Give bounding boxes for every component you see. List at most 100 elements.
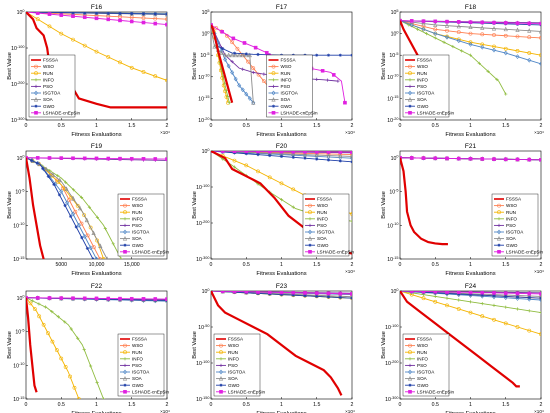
data-point-gwo — [232, 51, 237, 55]
data-point-gwo — [315, 294, 319, 298]
y-tick-label: 10-100 — [196, 184, 209, 191]
data-point-run — [68, 374, 72, 379]
data-point-info — [460, 49, 464, 53]
series-group — [400, 291, 541, 388]
legend-label-soa: SOA — [417, 376, 428, 381]
legend-marker-gwo — [308, 243, 312, 247]
data-point-run — [503, 46, 508, 51]
legend-label-lshade-cnepsin: LSHADE-cnEpSin — [417, 389, 454, 394]
legend-label-wso: WSO — [228, 343, 239, 348]
data-point-lshade-cnepsin — [35, 296, 40, 300]
data-point-lshade-cnepsin — [503, 157, 508, 162]
legend-label-gwo: GWO — [43, 104, 55, 109]
data-point-lshade-cnepsin — [94, 156, 99, 161]
data-point-lshade-cnepsin — [220, 151, 225, 153]
data-point-run — [503, 321, 508, 326]
series-line-fsssa — [400, 157, 448, 246]
data-point-wso — [433, 27, 438, 32]
x-tick-label: 2 — [351, 262, 354, 268]
data-point-lshade-cnepsin — [527, 21, 532, 26]
series-line-fsssa — [211, 291, 343, 396]
data-point-soa — [491, 25, 497, 31]
data-point-run — [59, 356, 64, 361]
data-point-info — [492, 303, 496, 307]
data-point-soa — [468, 24, 473, 30]
data-point-soa — [503, 26, 508, 32]
legend-label-isgtoa: ISGTOA — [417, 370, 435, 375]
data-point-run — [256, 169, 260, 174]
data-point-info — [515, 307, 520, 311]
data-point-info — [457, 298, 461, 302]
data-point-soa — [50, 172, 56, 177]
x-tick-label: 1.5 — [313, 262, 320, 268]
data-point-run — [244, 163, 249, 168]
data-point-lshade-cnepsin — [106, 296, 111, 301]
data-point-lshade-cnepsin — [94, 296, 99, 301]
data-point-soa — [349, 294, 352, 299]
data-point-run — [94, 49, 99, 54]
series-group — [211, 151, 352, 255]
data-point-run — [445, 303, 449, 308]
data-point-wso — [141, 16, 146, 20]
legend-label-info: INFO — [228, 356, 239, 361]
data-point-lshade-cnepsin — [492, 157, 496, 161]
data-point-isgtoa — [492, 47, 496, 53]
data-point-gwo — [85, 246, 89, 250]
x-tick-label: 2 — [351, 123, 354, 129]
x-tick-label: 1.5 — [502, 123, 509, 129]
legend-marker-isgtoa — [123, 369, 127, 375]
data-point-lshade-cnepsin — [129, 156, 134, 161]
series-line-fsssa — [26, 157, 45, 259]
legend-label-info: INFO — [506, 216, 517, 221]
x-tick-label: 1 — [280, 262, 283, 268]
data-point-lshade-cnepsin — [94, 16, 99, 21]
data-point-info — [76, 336, 80, 340]
legend-label-gwo: GWO — [417, 383, 429, 388]
data-point-lshade-cnepsin — [279, 291, 284, 295]
legend-marker-soa — [407, 375, 413, 381]
series-line-isgtoa — [400, 20, 541, 65]
legend-label-isgtoa: ISGTOA — [43, 91, 61, 96]
data-point-run — [50, 339, 55, 344]
data-point-gwo — [35, 161, 39, 165]
legend-marker-pso — [123, 223, 127, 227]
data-point-gwo — [279, 154, 284, 158]
data-point-info — [89, 364, 93, 368]
data-point-lshade-cnepsin — [232, 291, 237, 294]
data-point-isgtoa — [59, 189, 64, 194]
legend-label-gwo: GWO — [281, 104, 293, 109]
data-point-gwo — [492, 294, 496, 298]
legend-marker-lshade-cnepsin — [34, 110, 38, 115]
data-point-info — [50, 310, 54, 314]
series-line-fsssa — [26, 297, 38, 393]
data-point-soa — [223, 52, 228, 58]
data-point-info — [71, 188, 76, 192]
chart-panel-f21: F21 100 10-5 10-10 10-150 0.5 1 1.5 2×10⁴ Fitness… — [381, 143, 544, 277]
data-point-gwo — [350, 296, 352, 300]
data-point-info — [504, 305, 508, 309]
data-point-lshade-cnepsin — [141, 20, 146, 25]
data-point-info — [37, 302, 41, 306]
data-point-isgtoa — [247, 96, 252, 101]
chart-title: F22 — [91, 283, 103, 290]
data-point-run — [279, 181, 284, 186]
x-tick-label: 0.5 — [243, 402, 250, 408]
data-point-soa — [538, 28, 541, 34]
data-point-gwo — [279, 293, 284, 297]
legend-marker-isgtoa — [308, 229, 312, 235]
data-point-soa — [247, 52, 252, 58]
data-point-lshade-cnepsin — [468, 156, 473, 161]
data-point-lshade-cnepsin — [82, 15, 87, 20]
legend-label-soa: SOA — [43, 97, 54, 102]
legend-marker-lshade-cnepsin — [271, 110, 276, 115]
data-point-gwo — [350, 160, 352, 164]
x-tick-label: 2 — [351, 402, 354, 408]
legend-label-info: INFO — [132, 356, 143, 361]
legend-marker-info — [271, 78, 276, 82]
y-axis-label: Best Value — [7, 52, 13, 80]
data-point-pso — [230, 60, 234, 64]
